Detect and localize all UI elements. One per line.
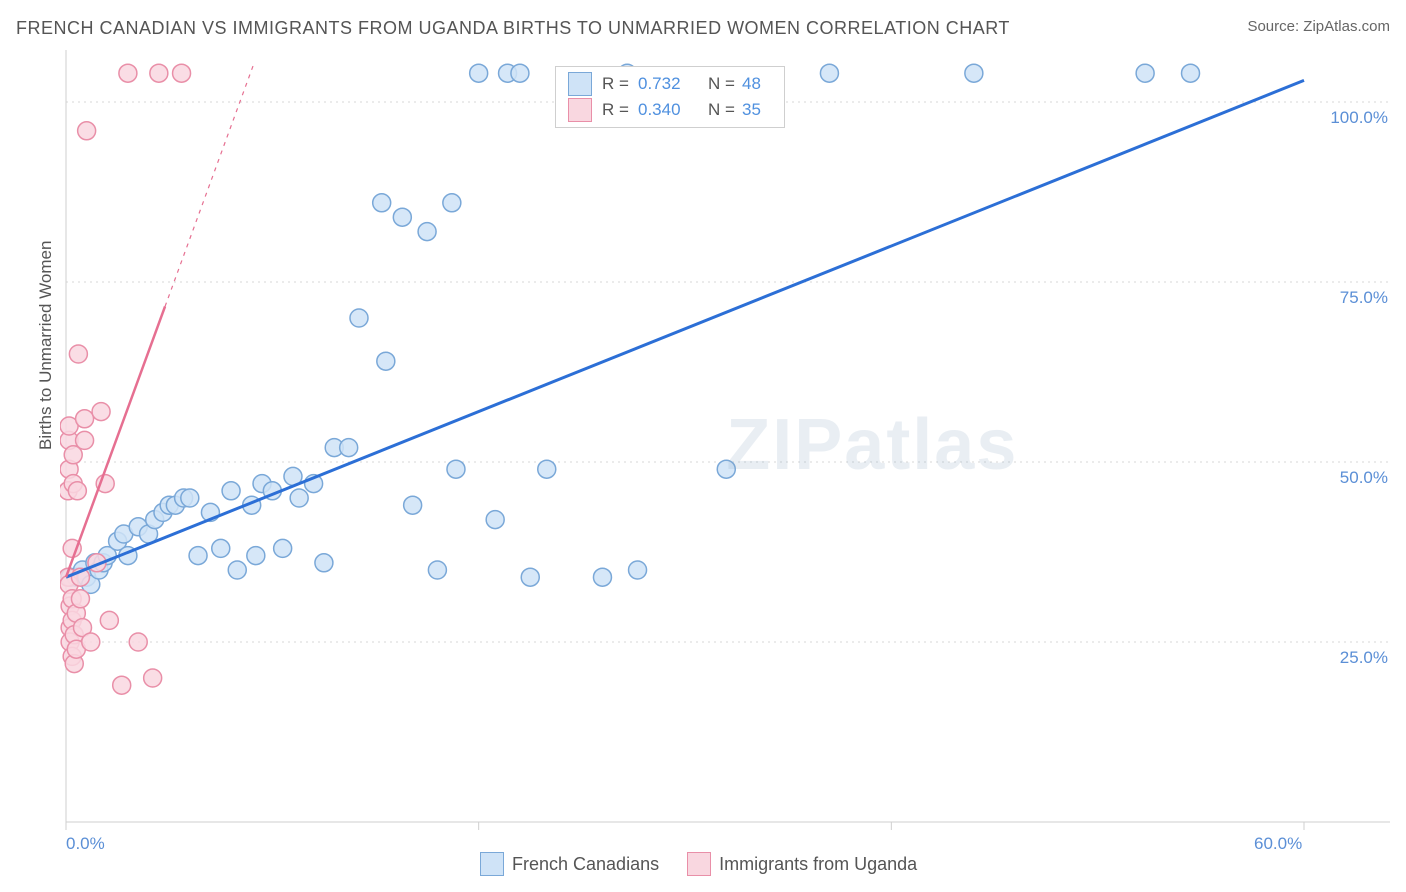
legend-swatch <box>568 72 592 96</box>
x-tick-label: 60.0% <box>1254 834 1302 854</box>
scatter-point <box>69 345 87 363</box>
scatter-point <box>290 489 308 507</box>
legend-label: Immigrants from Uganda <box>719 854 917 875</box>
scatter-point <box>247 547 265 565</box>
legend-item: Immigrants from Uganda <box>687 852 917 876</box>
legend-item: French Canadians <box>480 852 659 876</box>
chart-area: ZIPatlas 25.0%50.0%75.0%100.0%0.0%60.0% <box>60 50 1390 840</box>
scatter-point <box>212 539 230 557</box>
scatter-point <box>820 64 838 82</box>
legend-swatch <box>480 852 504 876</box>
legend-swatch <box>568 98 592 122</box>
scatter-point <box>428 561 446 579</box>
legend-r-value: 0.340 <box>638 100 708 120</box>
legend-swatch <box>687 852 711 876</box>
scatter-point <box>393 208 411 226</box>
x-tick-label: 0.0% <box>66 834 105 854</box>
scatter-point <box>350 309 368 327</box>
scatter-point <box>113 676 131 694</box>
legend-n-label: N = <box>708 74 742 94</box>
scatter-point <box>593 568 611 586</box>
scatter-point <box>418 223 436 241</box>
y-tick-label: 50.0% <box>1308 468 1388 488</box>
scatter-point <box>443 194 461 212</box>
source-label: Source: ZipAtlas.com <box>1247 18 1390 35</box>
scatter-point <box>629 561 647 579</box>
watermark: ZIPatlas <box>726 404 1018 486</box>
scatter-point <box>1182 64 1200 82</box>
legend-r-label: R = <box>602 74 638 94</box>
scatter-point <box>538 460 556 478</box>
scatter-point <box>173 64 191 82</box>
legend-row: R = 0.732N = 48 <box>568 71 772 97</box>
legend-n-value: 35 <box>742 100 772 120</box>
scatter-point <box>470 64 488 82</box>
scatter-point <box>129 633 147 651</box>
chart-svg <box>60 50 1390 840</box>
scatter-point <box>71 590 89 608</box>
scatter-point <box>76 410 94 428</box>
trend-line-dashed <box>165 66 253 306</box>
y-tick-label: 25.0% <box>1308 648 1388 668</box>
scatter-point <box>228 561 246 579</box>
y-axis-label: Births to Unmarried Women <box>36 241 56 450</box>
scatter-point <box>404 496 422 514</box>
legend-label: French Canadians <box>512 854 659 875</box>
scatter-point <box>100 611 118 629</box>
scatter-point <box>150 64 168 82</box>
scatter-point <box>144 669 162 687</box>
scatter-point <box>511 64 529 82</box>
scatter-point <box>377 352 395 370</box>
scatter-point <box>373 194 391 212</box>
scatter-point <box>486 511 504 529</box>
scatter-point <box>447 460 465 478</box>
scatter-point <box>274 539 292 557</box>
legend-row: R = 0.340N = 35 <box>568 97 772 123</box>
y-tick-label: 75.0% <box>1308 288 1388 308</box>
scatter-point <box>119 64 137 82</box>
scatter-point <box>315 554 333 572</box>
y-tick-label: 100.0% <box>1308 108 1388 128</box>
legend-r-value: 0.732 <box>638 74 708 94</box>
scatter-point <box>82 633 100 651</box>
scatter-point <box>76 431 94 449</box>
scatter-point <box>222 482 240 500</box>
scatter-point <box>68 482 86 500</box>
legend-n-value: 48 <box>742 74 772 94</box>
legend-series: French Canadians Immigrants from Uganda <box>480 852 945 876</box>
scatter-point <box>189 547 207 565</box>
trend-line <box>66 80 1304 577</box>
scatter-point <box>340 439 358 457</box>
legend-r-label: R = <box>602 100 638 120</box>
scatter-point <box>92 403 110 421</box>
legend-correlation: R = 0.732N = 48R = 0.340N = 35 <box>555 66 785 128</box>
scatter-point <box>78 122 96 140</box>
scatter-point <box>181 489 199 507</box>
scatter-point <box>521 568 539 586</box>
scatter-point <box>1136 64 1154 82</box>
scatter-point <box>965 64 983 82</box>
chart-title: FRENCH CANADIAN VS IMMIGRANTS FROM UGAND… <box>16 18 1010 39</box>
legend-n-label: N = <box>708 100 742 120</box>
